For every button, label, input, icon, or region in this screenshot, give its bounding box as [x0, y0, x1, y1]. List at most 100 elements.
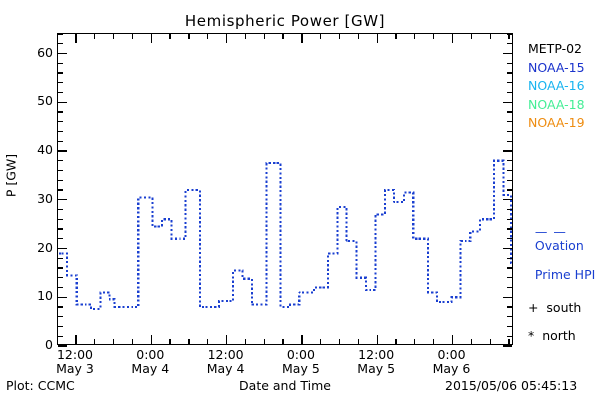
x-tick-minor [395, 34, 397, 39]
ovation-prime-trace-path [58, 159, 512, 310]
x-tick-minor [395, 339, 397, 344]
y-tick-minor [58, 218, 63, 220]
y-tick-minor [507, 335, 512, 337]
y-tick-major [503, 150, 512, 152]
y-tick-minor [58, 267, 63, 269]
y-tick-minor [58, 335, 63, 337]
x-tick-minor [508, 34, 510, 39]
y-tick-minor [58, 43, 63, 45]
y-tick-minor [507, 325, 512, 328]
y-tick-minor [58, 228, 63, 230]
y-tick-minor [507, 121, 512, 123]
x-tick-minor [414, 34, 416, 39]
y-tick-minor [507, 286, 512, 289]
legend-marker-south: + south [528, 300, 582, 315]
y-tick-minor [507, 82, 512, 84]
x-tick-minor [169, 339, 171, 344]
x-tick-minor [338, 339, 341, 344]
y-tick-minor [58, 257, 63, 259]
y-tick-label: 10 [37, 288, 53, 304]
x-tick-label: 12:00 May 3 [35, 348, 115, 376]
x-tick-major [451, 335, 454, 344]
x-tick-minor [131, 34, 134, 39]
x-tick-label: 12:00 May 4 [186, 348, 266, 376]
x-tick-label-time: 12:00 [358, 347, 395, 362]
y-tick-minor [507, 72, 512, 74]
y-tick-major [58, 296, 67, 298]
y-tick-minor [58, 238, 63, 240]
y-axis-title: P [GW] [3, 153, 19, 198]
y-tick-major [503, 296, 512, 298]
y-tick-major [503, 345, 512, 347]
generation-timestamp: 2015/05/06 05:45:13 [445, 378, 578, 393]
y-tick-label: 40 [37, 142, 53, 157]
y-tick-minor [507, 189, 512, 191]
x-tick-label-date: May 5 [357, 361, 396, 376]
legend-satellites: METP-02 NOAA-15 NOAA-16 NOAA-18 NOAA-19 [528, 40, 585, 133]
y-tick-minor [58, 160, 63, 162]
y-tick-minor [58, 208, 63, 211]
x-tick-major [376, 34, 378, 43]
y-tick-minor [58, 82, 63, 84]
y-tick-minor [507, 140, 512, 142]
legend-item-metp-02: METP-02 [528, 41, 582, 56]
y-tick-major [503, 247, 512, 250]
y-tick-label: 30 [37, 190, 53, 206]
y-tick-minor [58, 111, 63, 113]
y-tick-major [503, 52, 512, 55]
x-tick-minor [169, 34, 171, 39]
y-tick-minor [58, 62, 63, 64]
y-tick-major [503, 101, 512, 103]
y-tick-minor [58, 316, 63, 318]
y-tick-major [58, 199, 67, 201]
plot-frame [57, 33, 513, 347]
y-tick-minor [58, 306, 63, 308]
y-tick-minor [58, 72, 63, 74]
x-tick-minor [489, 34, 491, 39]
legend-item-noaa-15: NOAA-15 [528, 59, 585, 75]
x-tick-label: 0:00 May 4 [110, 348, 190, 376]
x-tick-label-date: May 4 [206, 361, 245, 376]
x-tick-label-time: 0:00 [136, 347, 165, 362]
x-tick-minor [113, 34, 115, 39]
x-tick-minor [489, 339, 491, 344]
y-tick-minor [58, 286, 63, 289]
x-tick-label-time: 0:00 [437, 347, 466, 362]
y-tick-minor [507, 228, 512, 230]
y-tick-minor [507, 277, 512, 279]
y-tick-minor [58, 91, 63, 94]
x-tick-label: 12:00 May 5 [336, 348, 416, 376]
x-tick-minor [470, 339, 472, 344]
y-tick-major [58, 52, 67, 55]
y-tick-major [58, 247, 67, 250]
y-tick-minor [507, 169, 512, 172]
legend-ovation-line2: Prime HPI [534, 267, 596, 282]
x-tick-minor [131, 339, 134, 344]
y-tick-minor [507, 267, 512, 269]
x-tick-minor [338, 34, 341, 39]
y-tick-minor [507, 160, 512, 162]
x-tick-minor [113, 339, 115, 344]
x-tick-major [376, 335, 378, 344]
y-tick-minor [507, 179, 512, 181]
x-axis-labels: 12:00 May 3 0:00 May 4 12:00 May 4 0:00 May 5 12… [56, 347, 513, 382]
plot-credit: Plot: CCMC [6, 378, 75, 393]
y-tick-minor [58, 33, 63, 35]
y-axis-labels: 0 10 20 30 40 50 60 [10, 33, 53, 353]
x-tick-major [75, 34, 77, 43]
x-tick-minor [282, 339, 284, 344]
x-tick-label-date: May 3 [56, 361, 94, 376]
data-trace-ovation [58, 159, 512, 310]
y-tick-minor [507, 91, 512, 94]
y-tick-major [58, 345, 67, 347]
x-tick-minor [320, 34, 322, 39]
y-tick-minor [58, 130, 63, 133]
x-axis-title: Date and Time [239, 378, 331, 393]
y-tick-minor [507, 306, 512, 308]
legend-ovation-dash: — — [534, 223, 567, 239]
x-tick-minor [263, 339, 265, 344]
y-tick-major [58, 101, 67, 103]
x-tick-minor [357, 34, 360, 39]
y-tick-minor [507, 316, 512, 318]
legend-item-noaa-16: NOAA-16 [528, 78, 585, 94]
